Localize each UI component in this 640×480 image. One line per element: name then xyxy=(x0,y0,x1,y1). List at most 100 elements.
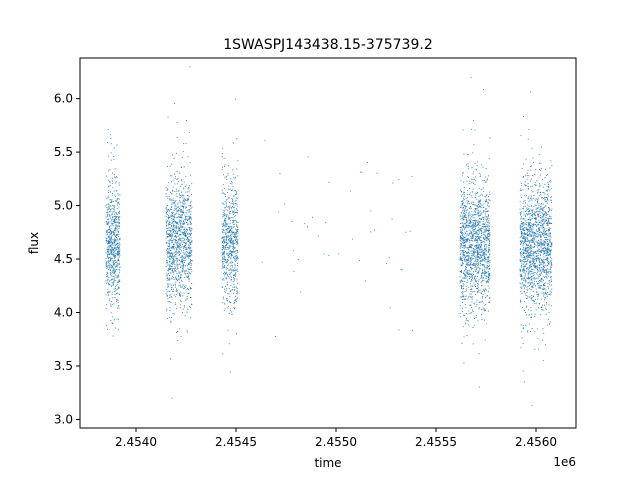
data-point xyxy=(171,199,173,201)
data-point xyxy=(526,288,528,290)
data-point xyxy=(172,261,174,263)
data-point xyxy=(545,237,547,238)
data-point xyxy=(487,229,489,231)
data-point xyxy=(520,226,522,228)
data-point xyxy=(119,226,120,228)
data-point xyxy=(228,343,230,345)
data-point xyxy=(108,277,110,279)
data-point xyxy=(526,255,528,257)
data-point xyxy=(109,229,111,231)
data-point xyxy=(531,236,533,238)
data-point xyxy=(488,199,490,201)
data-point xyxy=(485,254,487,256)
data-point xyxy=(224,258,226,260)
data-point xyxy=(166,259,168,261)
data-point xyxy=(114,259,116,261)
data-point xyxy=(473,251,475,253)
data-point xyxy=(186,200,188,202)
data-point xyxy=(523,233,525,235)
data-point xyxy=(487,238,489,240)
data-point xyxy=(182,308,184,310)
data-point xyxy=(532,226,534,228)
data-point xyxy=(539,267,541,269)
data-point xyxy=(462,201,464,202)
data-point xyxy=(180,267,182,269)
data-point xyxy=(531,279,533,280)
data-point xyxy=(189,217,190,219)
data-point xyxy=(172,247,174,249)
data-point xyxy=(231,230,233,232)
data-point xyxy=(465,246,467,248)
data-point xyxy=(489,249,491,250)
data-point xyxy=(523,200,525,202)
data-point xyxy=(113,243,115,244)
data-point xyxy=(188,211,190,212)
data-point xyxy=(481,296,483,298)
data-point xyxy=(107,274,109,276)
data-point xyxy=(460,230,462,232)
data-point xyxy=(539,225,541,227)
data-point xyxy=(467,258,469,260)
data-point xyxy=(531,279,533,281)
data-point xyxy=(184,256,186,258)
data-point xyxy=(460,272,462,273)
data-point xyxy=(181,259,183,261)
data-point xyxy=(538,307,539,309)
data-point xyxy=(527,249,529,251)
data-point xyxy=(535,236,537,238)
data-point xyxy=(549,209,550,211)
data-point xyxy=(529,241,531,243)
data-point xyxy=(112,261,114,263)
data-point xyxy=(111,279,113,280)
data-point xyxy=(173,261,175,263)
data-point xyxy=(171,154,173,156)
data-point xyxy=(112,232,114,234)
data-point xyxy=(190,230,192,232)
data-point xyxy=(180,277,181,279)
data-point xyxy=(467,176,469,177)
data-point xyxy=(227,232,229,233)
data-point xyxy=(169,294,171,296)
data-point xyxy=(468,264,470,266)
data-point xyxy=(474,184,476,186)
data-point xyxy=(479,258,480,260)
data-point xyxy=(525,220,527,222)
data-point xyxy=(106,273,108,275)
data-point xyxy=(113,255,115,257)
data-point xyxy=(173,210,175,211)
data-point xyxy=(181,250,183,252)
data-point xyxy=(469,260,471,262)
data-point xyxy=(228,218,230,220)
data-point xyxy=(174,103,175,105)
data-point xyxy=(107,222,109,223)
data-point xyxy=(488,228,490,230)
data-point xyxy=(542,328,544,330)
data-point xyxy=(223,221,225,223)
data-point xyxy=(180,216,182,218)
data-point xyxy=(165,208,167,210)
data-point xyxy=(186,248,188,250)
data-point xyxy=(186,275,188,277)
data-point xyxy=(234,251,235,253)
data-point xyxy=(472,227,474,229)
data-point xyxy=(542,219,544,221)
data-point xyxy=(542,289,544,290)
data-point xyxy=(475,236,477,238)
data-point xyxy=(530,268,532,270)
data-point xyxy=(182,205,184,207)
data-point xyxy=(537,270,539,272)
data-point xyxy=(482,297,484,299)
data-point xyxy=(533,255,535,257)
data-point xyxy=(462,285,464,287)
data-point xyxy=(223,310,225,312)
data-point xyxy=(166,214,168,216)
data-point xyxy=(165,288,167,290)
data-point xyxy=(525,202,527,204)
data-point xyxy=(460,270,462,272)
data-point xyxy=(108,252,110,253)
data-point xyxy=(522,253,524,255)
data-point xyxy=(478,245,480,247)
data-point xyxy=(185,120,187,122)
data-point xyxy=(225,220,227,222)
data-point xyxy=(477,276,479,278)
